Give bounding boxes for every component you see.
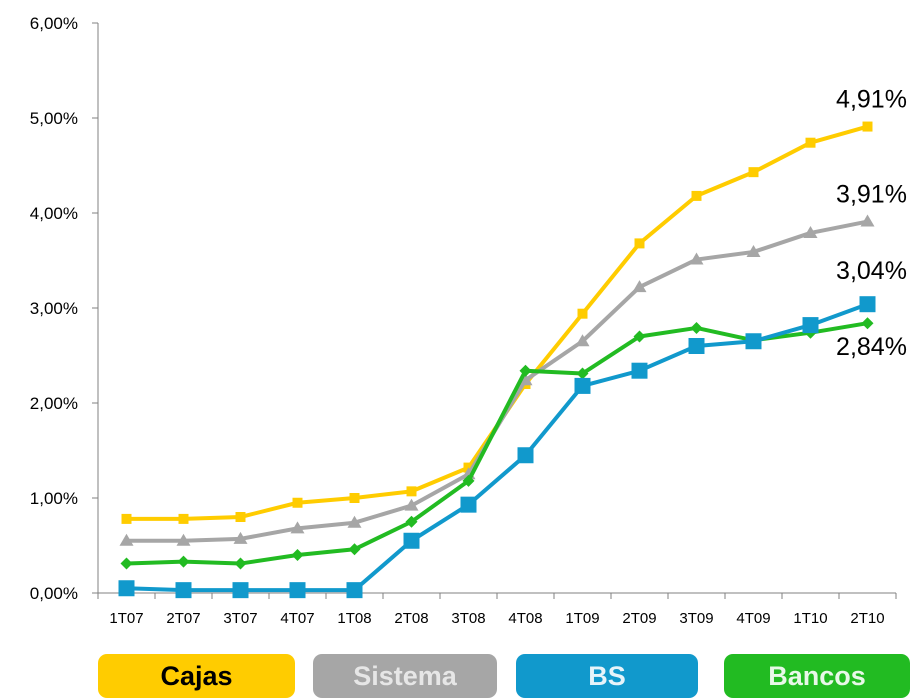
end-label-bs: 3,04% (836, 257, 907, 285)
point-bs (232, 582, 249, 599)
series-line-bs (126, 302, 869, 593)
y-tick-label: 6,00% (30, 14, 78, 33)
point-cajas (292, 497, 303, 508)
point-sistema (689, 252, 704, 265)
point-bs (574, 377, 591, 394)
legend-cajas-label: Cajas (160, 660, 233, 691)
legend-bs[interactable]: BS (516, 654, 698, 698)
x-tick-label: 2T08 (394, 610, 428, 627)
x-tick-label: 1T08 (337, 610, 371, 627)
point-bancos (519, 364, 532, 377)
point-bs (346, 582, 363, 599)
x-tick-label: 4T07 (280, 610, 314, 627)
point-sistema (119, 533, 134, 546)
point-cajas (577, 308, 588, 319)
point-bancos (690, 321, 703, 334)
point-cajas (178, 513, 189, 524)
end-label-sistema: 3,91% (836, 181, 907, 209)
point-sistema (404, 498, 419, 511)
point-bancos (291, 549, 304, 561)
x-tick-label: 1T09 (565, 610, 599, 627)
legend-cajas[interactable]: Cajas (98, 654, 295, 698)
chart-end-labels: 4,91% 3,91% 3,04% 2,84% (836, 86, 907, 362)
point-cajas (862, 121, 873, 132)
point-bancos (576, 367, 589, 380)
legend-sistema[interactable]: Sistema (313, 654, 497, 698)
series-line-bancos (126, 321, 868, 566)
point-bancos (177, 555, 190, 568)
series-line-sistema (126, 219, 868, 543)
point-bancos (462, 474, 475, 487)
y-tick-label: 2,00% (30, 394, 78, 413)
point-cajas (121, 513, 132, 524)
y-tick-label: 1,00% (30, 489, 78, 508)
point-bs (745, 333, 762, 350)
x-tick-label: 2T07 (166, 610, 200, 627)
point-bs (460, 496, 477, 513)
x-tick-label: 2T09 (622, 610, 656, 627)
x-tick-label: 4T09 (736, 610, 770, 627)
point-sistema (860, 214, 875, 227)
point-bs (175, 582, 192, 599)
legend-sistema-label: Sistema (353, 660, 457, 691)
point-bs (118, 580, 135, 597)
point-cajas (235, 512, 246, 522)
point-sistema (518, 373, 533, 386)
point-bs (631, 362, 648, 379)
chart-series (118, 121, 876, 599)
point-sistema (632, 280, 647, 293)
point-sistema (176, 533, 191, 546)
y-tick-label: 5,00% (30, 109, 78, 128)
legend-bancos[interactable]: Bancos (724, 654, 910, 698)
end-label-bancos: 2,84% (836, 333, 907, 361)
point-bs (289, 582, 306, 599)
x-tick-label: 2T10 (850, 610, 884, 627)
point-bs (859, 296, 876, 313)
point-bancos (234, 557, 247, 570)
series-line-cajas (126, 124, 869, 521)
point-cajas (748, 167, 759, 178)
point-sistema (803, 225, 818, 238)
point-bs (688, 338, 705, 354)
point-cajas (691, 190, 702, 201)
point-sistema (575, 334, 590, 347)
x-tick-label: 3T09 (679, 610, 713, 627)
x-tick-label: 4T08 (508, 610, 542, 627)
y-tick-label: 4,00% (30, 204, 78, 223)
point-bancos (861, 317, 874, 330)
x-tick-label: 3T08 (451, 610, 485, 627)
point-cajas (805, 137, 816, 148)
point-bancos (633, 330, 646, 343)
point-sistema (347, 515, 362, 528)
x-tick-label: 3T07 (223, 610, 257, 627)
point-sistema (290, 521, 305, 534)
point-bancos (348, 543, 361, 556)
point-cajas (406, 486, 417, 497)
point-bancos (120, 557, 133, 570)
y-tick-label: 0,00% (30, 584, 78, 603)
y-tick-label: 3,00% (30, 299, 78, 318)
x-tick-label: 1T07 (109, 610, 143, 627)
point-bs (403, 532, 420, 549)
point-cajas (634, 238, 645, 249)
point-bs (802, 317, 819, 334)
end-label-cajas: 4,91% (836, 86, 907, 114)
chart-axes: 0,00% 1,00% 2,00% 3,00% 4,00% 5,00% 6,00% 1T07 2… (30, 14, 897, 627)
legend-bancos-label: Bancos (768, 660, 866, 691)
point-sistema (746, 244, 761, 257)
point-bancos (405, 515, 418, 528)
point-sistema (233, 531, 248, 544)
x-tick-label: 1T10 (793, 610, 827, 627)
point-cajas (349, 493, 360, 503)
legend-bs-label: BS (588, 660, 626, 691)
point-bs (517, 447, 534, 464)
